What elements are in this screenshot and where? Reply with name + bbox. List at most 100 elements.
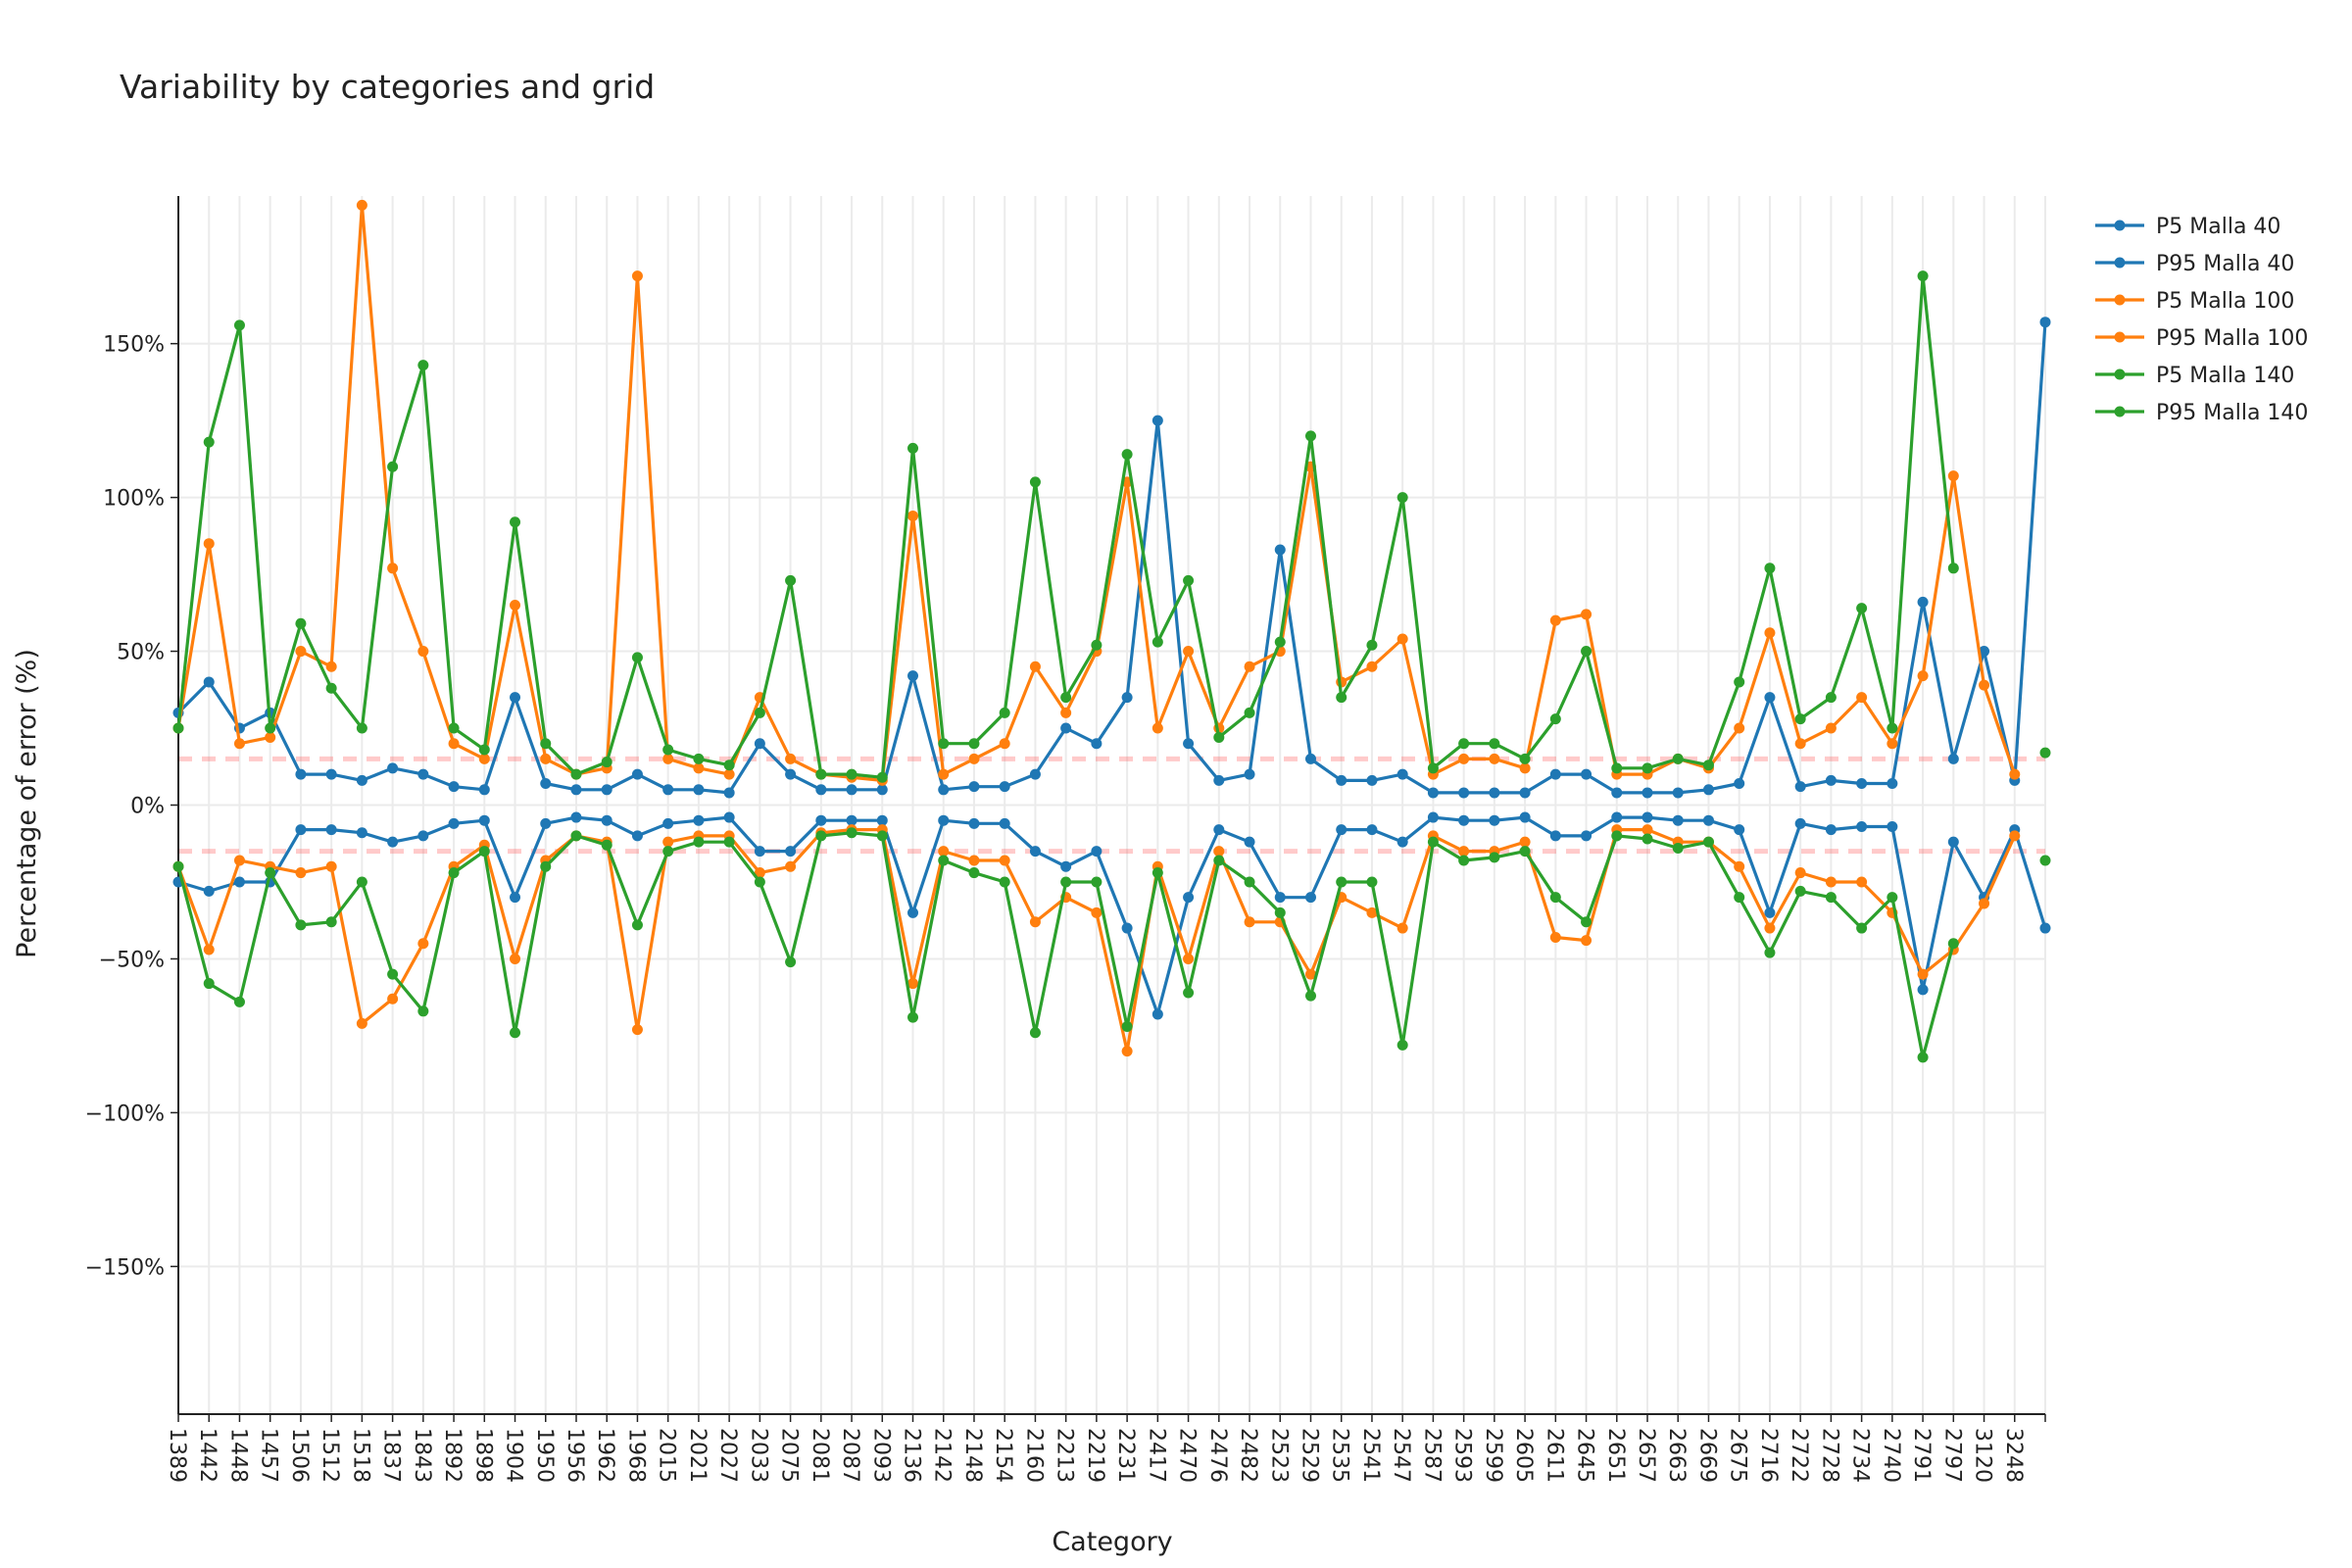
y-axis-title: Percentage of error (%) [12,649,42,958]
data-point [1734,722,1745,734]
data-point [325,916,337,928]
x-tick-label: 2213 [1053,1428,1077,1483]
data-point [754,867,765,879]
data-point [387,993,399,1004]
data-point [203,436,215,448]
data-point [1489,814,1500,826]
data-point [1642,824,1653,836]
data-point [723,811,735,823]
data-point [693,836,705,848]
data-point [325,682,337,694]
data-point [265,867,276,879]
data-point [754,707,765,718]
data-point [1183,987,1195,999]
data-point [723,768,735,780]
data-point [662,817,674,829]
data-point [1029,661,1041,672]
data-point [172,876,184,888]
x-tick-label: 2470 [1175,1428,1200,1483]
data-point [387,563,399,574]
data-point [1519,787,1531,799]
x-tick-label: 2791 [1909,1428,1934,1483]
data-point [1856,603,1868,614]
data-point [1917,596,1929,608]
data-point [1702,784,1714,796]
data-point [938,814,950,826]
data-point [1213,846,1225,858]
data-point [1581,916,1592,928]
data-point [907,1011,919,1023]
data-point [1489,787,1500,799]
data-point [1427,811,1439,823]
data-point [1581,768,1592,780]
data-point [1336,692,1348,704]
data-point [938,738,950,750]
data-point [1396,633,1408,645]
data-point [876,771,888,783]
x-tick-label: 1448 [225,1428,250,1483]
data-point [1091,906,1102,918]
data-point [1734,824,1745,836]
data-point [662,846,674,858]
data-point [510,1027,521,1039]
data-point [356,774,368,786]
x-tick-label: 2523 [1266,1428,1291,1483]
data-point [1304,892,1316,904]
data-point [999,855,1010,866]
data-point [876,814,888,826]
legend-marker [2114,220,2126,231]
data-point [1672,753,1684,764]
data-point [1396,1039,1408,1051]
data-point [172,860,184,872]
x-tick-label: 2529 [1297,1428,1321,1483]
x-tick-label: 2081 [808,1428,832,1483]
series [172,827,2051,1063]
x-tick-label: 2722 [1787,1428,1811,1483]
data-point [356,199,368,211]
data-point [723,760,735,771]
data-point [1549,892,1561,904]
data-point [1519,846,1531,858]
x-tick-label: 2734 [1848,1428,1873,1483]
data-point [570,768,582,780]
data-point [1642,787,1653,799]
data-point [1825,824,1837,836]
data-point [1121,1021,1133,1032]
data-point [754,846,765,858]
data-point [1458,753,1470,764]
data-point [1091,876,1102,888]
data-point [1947,753,1959,764]
data-point [1213,855,1225,866]
series-line [178,276,2045,778]
data-point [1183,892,1195,904]
y-tick-label: −100% [85,1102,165,1126]
data-point [1152,867,1163,879]
data-point [1886,738,1898,750]
legend-label: P5 Malla 40 [2156,215,2280,239]
x-tick-label: 2219 [1083,1428,1107,1483]
x-tick-label: 2093 [868,1428,893,1483]
data-point [968,855,980,866]
data-point [1764,906,1776,918]
data-point [846,827,858,839]
data-point [295,646,307,658]
data-point [1702,836,1714,848]
data-point [1213,774,1225,786]
data-point [1581,935,1592,947]
data-point [448,722,460,734]
data-point [1121,692,1133,704]
data-point [846,784,858,796]
data-point [723,787,735,799]
x-tick-label: 1843 [410,1428,434,1483]
x-tick-label: 2417 [1144,1428,1168,1483]
data-point [1274,544,1286,556]
x-tick-label: 2547 [1389,1428,1413,1483]
data-point [968,753,980,764]
data-point [1304,753,1316,764]
data-point [1152,722,1163,734]
data-point [387,968,399,980]
x-tick-label: 2482 [1236,1428,1260,1483]
data-point [631,652,643,663]
data-point [1060,860,1072,872]
data-point [693,762,705,774]
